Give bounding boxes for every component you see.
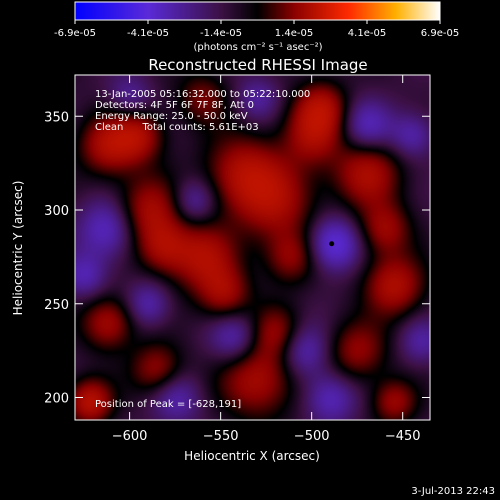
plot-area: 13-Jan-2005 05:16:32.000 to 05:22:10.000… (44, 74, 431, 444)
x-tick-label: −450 (385, 429, 421, 444)
y-tick-label: 350 (44, 110, 69, 125)
x-tick-label: −600 (112, 429, 148, 444)
colorbar-gradient (74, 1, 441, 21)
colorbar-tick-label: 1.4e-05 (275, 28, 313, 39)
y-tick-label: 250 (44, 298, 69, 313)
peak-position-label: Position of Peak = [-628,191] (95, 399, 241, 410)
colorbar-tick-label: -1.4e-05 (200, 28, 242, 39)
colorbar-tick-label: -4.1e-05 (127, 28, 169, 39)
x-tick-label: −500 (294, 429, 330, 444)
info-line: 13-Jan-2005 05:16:32.000 to 05:22:10.000 (95, 89, 310, 100)
colorbar-tick-label: 6.9e-05 (421, 28, 459, 39)
info-line: Detectors: 4F 5F 6F 7F 8F, Att 0 (95, 100, 254, 111)
chart-title: Reconstructed RHESSI Image (148, 56, 367, 74)
y-tick-label: 200 (44, 392, 69, 407)
info-line: Clean Total counts: 5.61E+03 (95, 122, 259, 133)
y-tick-label: 300 (44, 204, 69, 219)
x-tick-label: −550 (203, 429, 239, 444)
colorbar-tick-label: 4.1e-05 (348, 28, 386, 39)
footer-timestamp: 3-Jul-2013 22:43 (411, 486, 495, 497)
colorbar: -6.9e-05 -4.1e-05 -1.4e-05 1.4e-05 4.1e-05 6.… (54, 1, 459, 53)
x-axis-ticks: −600 −550 −500 −450 (112, 75, 421, 444)
heatmap-image (75, 75, 430, 420)
y-axis-label: Heliocentric Y (arcsec) (11, 181, 25, 316)
colorbar-ticks: -6.9e-05 -4.1e-05 -1.4e-05 1.4e-05 4.1e-05 6.… (54, 20, 459, 39)
plot-frame (74, 74, 431, 421)
info-line: Energy Range: 25.0 - 50.0 keV (95, 111, 248, 122)
peak-marker (329, 241, 335, 247)
observation-info: 13-Jan-2005 05:16:32.000 to 05:22:10.000… (95, 89, 310, 133)
colorbar-tick-label: -6.9e-05 (54, 28, 96, 39)
x-axis-label: Heliocentric X (arcsec) (184, 449, 320, 463)
colorbar-unit-label: (photons cm⁻² s⁻¹ asec⁻²) (193, 42, 322, 53)
y-axis-ticks: 200 250 300 350 (44, 110, 430, 407)
